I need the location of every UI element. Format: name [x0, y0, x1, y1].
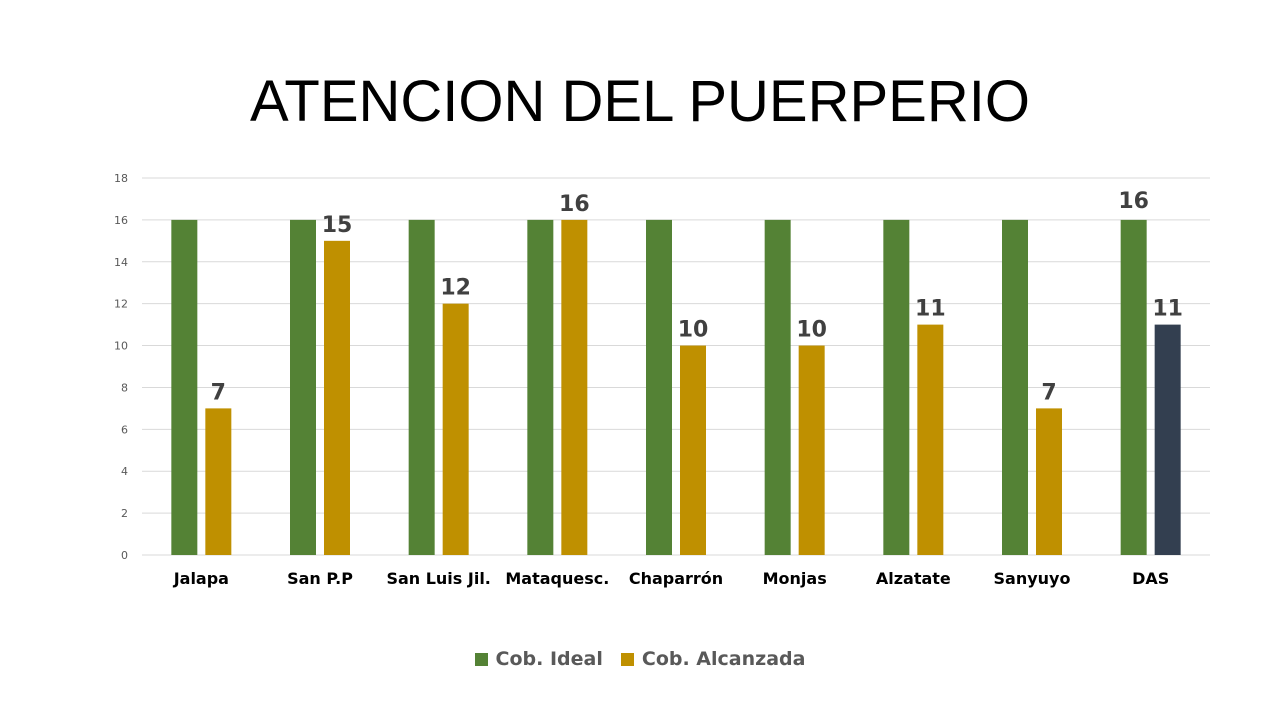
x-tick-label: Chaparrón — [629, 569, 723, 588]
y-tick-label: 12 — [114, 298, 128, 311]
legend-item-alcanzada: Cob. Alcanzada — [620, 648, 806, 670]
bar-ideal — [408, 219, 435, 555]
data-label: 7 — [1041, 380, 1056, 405]
bar-alcanzada — [680, 345, 706, 555]
y-tick-label: 18 — [114, 172, 128, 185]
x-tick-label: San Luis Jil. — [386, 569, 490, 588]
data-label: 12 — [440, 276, 471, 301]
bar-alcanzada — [917, 324, 944, 555]
bar-ideal — [527, 219, 554, 555]
data-label: 15 — [322, 213, 353, 238]
y-tick-label: 10 — [114, 340, 128, 353]
bar-ideal — [646, 219, 672, 555]
data-label: 16 — [1118, 189, 1149, 214]
bar-alcanzada — [442, 303, 469, 555]
legend-item-ideal: Cob. Ideal — [474, 648, 603, 670]
bar-alcanzada — [324, 240, 350, 556]
bar-chart: 0 2 4 6 8 10 12 14 16 18 7 Jalapa 15 San P.P 12 San Lui… — [114, 172, 1210, 588]
x-tick-label: San P.P — [287, 569, 353, 588]
y-tick-label: 14 — [114, 256, 128, 269]
data-label: 11 — [1152, 297, 1183, 322]
y-tick-label: 6 — [121, 423, 128, 436]
x-tick-label: Jalapa — [173, 569, 229, 588]
data-label: 16 — [559, 192, 590, 217]
bar-ideal — [1120, 219, 1147, 555]
bar-ideal — [883, 219, 910, 555]
x-tick-label: Mataquesc. — [505, 569, 609, 588]
y-tick-label: 8 — [121, 381, 128, 394]
data-label: 10 — [678, 318, 709, 343]
chart-title: ATENCION DEL PUERPERIO — [250, 69, 1030, 134]
bar-ideal — [290, 219, 316, 555]
y-tick-label: 2 — [121, 507, 128, 520]
data-label: 11 — [915, 297, 946, 322]
bar-ideal — [1002, 219, 1028, 555]
legend: Cob. Ideal Cob. Alcanzada — [0, 648, 1280, 670]
x-tick-label: Sanyuyo — [994, 569, 1071, 588]
bar-ideal — [171, 219, 198, 555]
bar-alcanzada — [798, 345, 825, 555]
bar-alcanzada — [1036, 408, 1062, 555]
bar-alcanzada — [205, 408, 232, 555]
legend-swatch-ideal — [474, 652, 488, 666]
data-label: 10 — [796, 318, 827, 343]
legend-swatch-alcanzada — [620, 652, 634, 666]
bar-alcanzada — [1154, 324, 1181, 555]
y-tick-label: 0 — [121, 549, 128, 562]
y-tick-label: 4 — [121, 465, 128, 478]
data-label: 7 — [211, 380, 226, 405]
legend-label-ideal: Cob. Ideal — [495, 648, 603, 670]
bar-ideal — [764, 219, 791, 555]
y-tick-label: 16 — [114, 214, 128, 227]
legend-label-alcanzada: Cob. Alcanzada — [641, 648, 806, 670]
x-tick-label: Alzatate — [876, 569, 951, 588]
x-tick-label: Monjas — [763, 569, 827, 588]
x-tick-label: DAS — [1132, 569, 1169, 588]
bar-alcanzada — [561, 219, 588, 555]
